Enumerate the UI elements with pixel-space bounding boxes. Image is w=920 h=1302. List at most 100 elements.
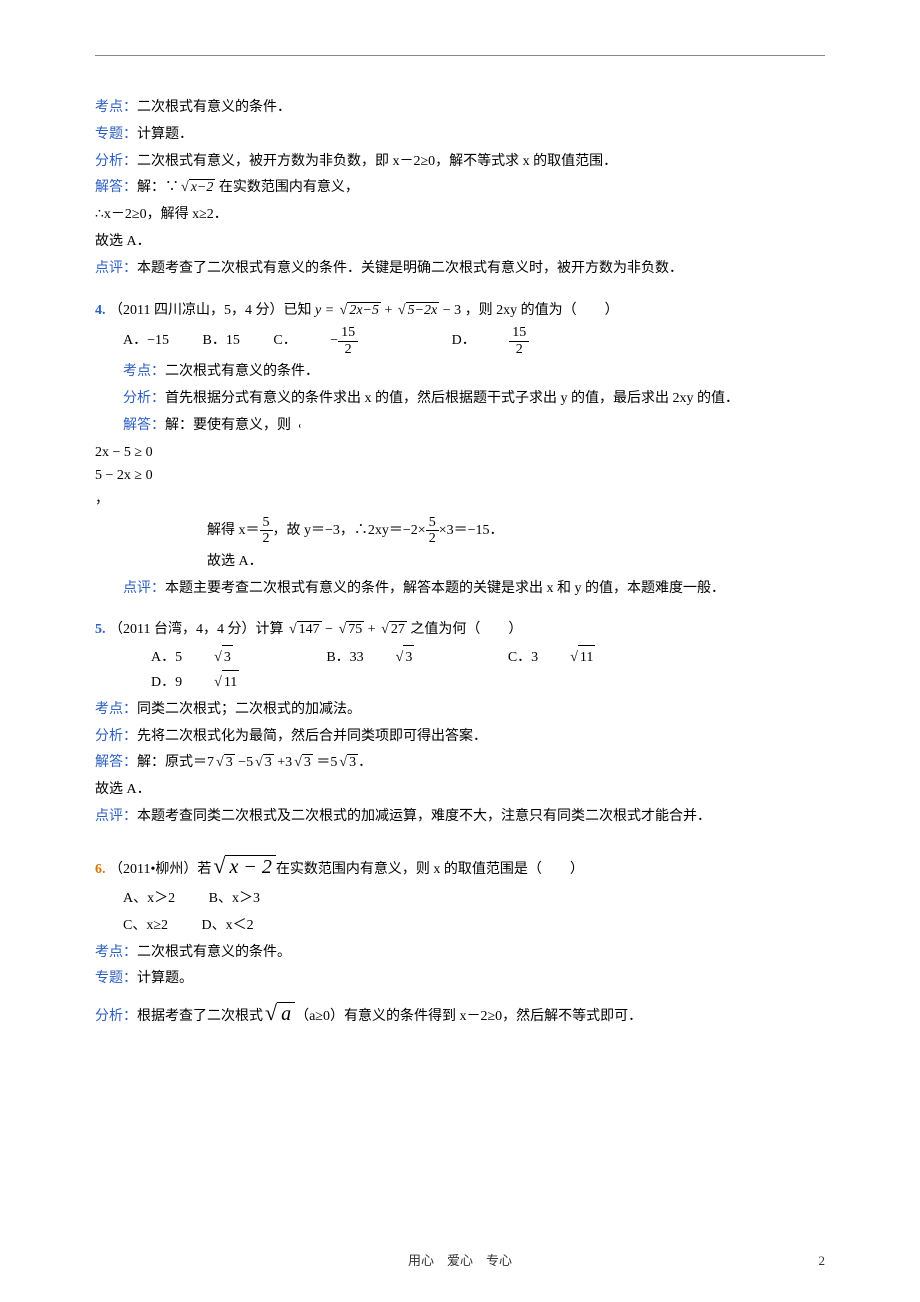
sqrt-icon: x−2 — [179, 176, 215, 200]
m1: −5 — [235, 755, 253, 770]
q5-optD: D．9 11 — [151, 670, 299, 695]
q6-optD: D、x＜2 — [202, 914, 254, 938]
q3-fenxi-text: 二次根式有意义，被开方数为非负数，即 x－2≥0，解不等式求 x 的取值范围． — [137, 154, 617, 169]
label-dianping: 点评： — [95, 809, 137, 824]
q6-optB: B、x＞3 — [209, 887, 260, 911]
label-fenxi: 分析： — [95, 729, 137, 744]
sqrt-icon: 3 — [292, 751, 313, 775]
sqrt-icon: 27 — [379, 618, 407, 642]
sqrt-icon: 3 — [214, 751, 235, 775]
q4-optD: D． 152 — [452, 325, 590, 357]
q4-jd-b1: 解得 x＝ — [207, 523, 260, 538]
q4-optB: B．15 — [203, 329, 240, 353]
q4-jieda-line1: 解答：解：要使有意义，则 — [95, 414, 825, 438]
label-fenxi: 分析： — [123, 391, 165, 406]
m3: ＝5 — [313, 755, 338, 770]
q6-stem: 6. （2011•柳州）若x − 2在实数范围内有意义，则 x 的取值范围是（ … — [95, 847, 825, 884]
q6-zt-text: 计算题。 — [137, 971, 193, 986]
q4-jieda-line3: 故选 A． — [95, 550, 825, 574]
optB-pre: B．33 — [326, 646, 363, 670]
radicand: 3 — [347, 754, 358, 770]
minus3: − 3 — [443, 303, 461, 318]
q4-kaodian: 考点：二次根式有意义的条件． — [95, 360, 825, 384]
end: ． — [358, 755, 372, 770]
label-zhuanti: 专题： — [95, 127, 137, 142]
q5-options: A．5 3 B．33 3 C．3 11 D．9 11 — [95, 645, 825, 695]
m2: +3 — [274, 755, 292, 770]
q5-fx-text: 先将二次根式化为最简，然后合并同类项即可得出答案． — [137, 729, 487, 744]
label-zhuanti: 专题： — [95, 971, 137, 986]
fraction: 52 — [426, 515, 439, 547]
q5-number: 5. — [95, 622, 106, 637]
q5-jd-a: 解：原式＝7 — [137, 755, 214, 770]
radicand: 2x−5 — [347, 302, 381, 318]
q3-dianping-text: 本题考查了二次根式有意义的条件．关键是明确二次根式有意义时，被开方数为非负数． — [137, 261, 683, 276]
radicand: 5−2x — [406, 302, 440, 318]
q6-optA: A、x＞2 — [123, 887, 175, 911]
q4-number: 4. — [95, 303, 106, 318]
minus: − — [325, 622, 336, 637]
q6-options-row2: C、x≥2 D、x＜2 — [95, 914, 825, 938]
label-kaodian: 考点： — [95, 945, 137, 960]
q6-zhuanti: 专题：计算题。 — [95, 967, 825, 991]
radicand: 11 — [578, 645, 595, 670]
q4-stem-a: （2011 四川凉山，5，4 分）已知 — [109, 303, 315, 318]
top-rule — [95, 55, 825, 56]
frac-num: 15 — [509, 325, 529, 341]
comma: ， — [95, 492, 109, 507]
radicand: 27 — [389, 621, 407, 637]
radicand: 3 — [224, 754, 235, 770]
plus: + — [385, 303, 396, 318]
case-2: 5 − 2x ≥ 0 — [95, 464, 825, 488]
q5-dp-text: 本题考查同类二次根式及二次根式的加减运算，难度不大，注意只有同类二次根式才能合并… — [137, 809, 711, 824]
q3-zhuanti: 专题：计算题． — [95, 123, 825, 147]
q5-jieda-b: 故选 A． — [95, 778, 825, 802]
q3-jieda-a: 解：∵ — [137, 180, 179, 195]
q4-stem: 4. （2011 四川凉山，5，4 分）已知 y = 2x−5 + 5−2x −… — [95, 299, 825, 323]
q5-jieda: 解答：解：原式＝73 −53 +33 ＝53． — [95, 751, 825, 775]
label-jieda: 解答： — [123, 418, 165, 433]
cases-brace — [299, 424, 312, 428]
optA-pre: A．5 — [151, 646, 182, 670]
radicand: 11 — [222, 670, 239, 695]
q6-kp-text: 二次根式有意义的条件。 — [137, 945, 291, 960]
q6-optC: C、x≥2 — [123, 914, 168, 938]
optD-pre: D．9 — [151, 671, 182, 695]
fraction: 52 — [260, 515, 273, 547]
q4-jd-b2: ，故 y＝−3，∴2xy＝−2× — [273, 523, 426, 538]
q6-fx-a: 根据考查了二次根式 — [137, 1009, 263, 1024]
q4-optC: C． −152 — [273, 325, 418, 357]
q5-stem: 5. （2011 台湾，4，4 分）计算 147 − 75 + 27 之值为何（… — [95, 618, 825, 642]
frac-den: 2 — [260, 531, 273, 546]
frac-num: 5 — [426, 515, 439, 531]
label-kaodian: 考点： — [95, 100, 137, 115]
radicand: a — [277, 1002, 295, 1025]
q4-jieda-line2: 解得 x＝52，故 y＝−3，∴2xy＝−2×52×3＝−15． — [95, 515, 825, 547]
q4-options: A．−15 B．15 C． −152 D． 152 — [95, 325, 825, 357]
optC-pre: C．3 — [508, 646, 538, 670]
sqrt-icon: 11 — [568, 645, 625, 670]
q5-stem-b: 之值为何（ ） — [410, 622, 522, 637]
label-fenxi: 分析： — [95, 1009, 137, 1024]
q4-kp-text: 二次根式有意义的条件． — [165, 364, 319, 379]
frac-num: 15 — [338, 325, 358, 341]
q3-jieda-b: 在实数范围内有意义， — [215, 180, 359, 195]
sqrt-icon: 11 — [212, 670, 269, 695]
q6-fenxi: 分析：根据考查了二次根式a（a≥0）有意义的条件得到 x－2≥0，然后解不等式即… — [95, 994, 825, 1031]
q5-fenxi: 分析：先将二次根式化为最简，然后合并同类项即可得出答案． — [95, 725, 825, 749]
q4-dp-text: 本题主要考查二次根式有意义的条件，解答本题的关键是求出 x 和 y 的值，本题难… — [165, 581, 725, 596]
label-kaodian: 考点： — [123, 364, 165, 379]
footer-text: 用心 爱心 专心 — [95, 1250, 825, 1272]
q4-fx-text: 首先根据分式有意义的条件求出 x 的值，然后根据题干式子求出 y 的值，最后求出… — [165, 391, 739, 406]
radicand: 3 — [302, 754, 313, 770]
q3-line6: 故选 A． — [95, 230, 825, 254]
q3-line5: ∴x－2≥0，解得 x≥2． — [95, 203, 825, 227]
sqrt-icon: x − 2 — [211, 847, 275, 884]
q6-stem-b: 在实数范围内有意义，则 x 的取值范围是（ ） — [276, 862, 584, 877]
fraction: 152 — [509, 325, 559, 357]
q5-optA: A．5 3 — [151, 645, 293, 670]
sqrt-icon: 3 — [212, 645, 263, 670]
q4-fenxi: 分析：首先根据分式有意义的条件求出 x 的值，然后根据题干式子求出 y 的值，最… — [95, 387, 825, 411]
q5-dianping: 点评：本题考查同类二次根式及二次根式的加减运算，难度不大，注意只有同类二次根式才… — [95, 805, 825, 829]
radicand: 3 — [403, 645, 414, 670]
